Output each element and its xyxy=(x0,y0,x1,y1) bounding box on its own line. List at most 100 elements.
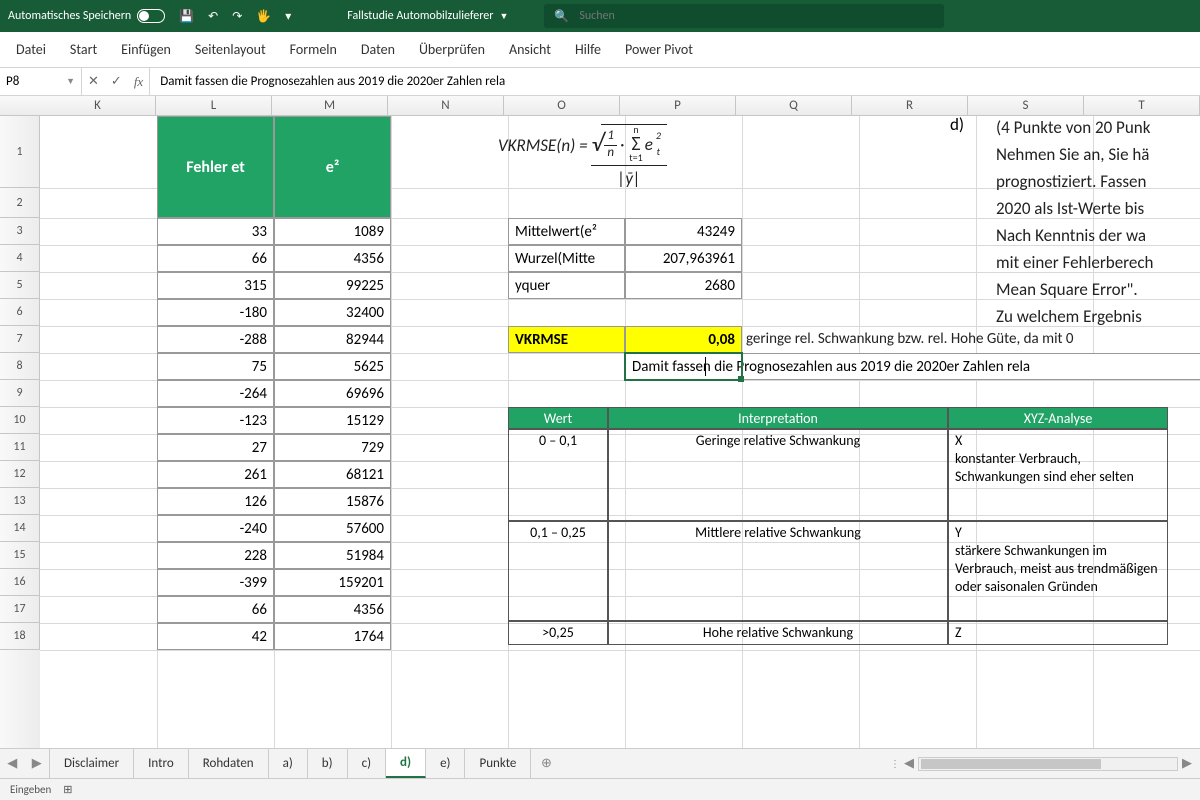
col-header-O[interactable]: O xyxy=(504,96,620,115)
redo-icon[interactable]: ↷ xyxy=(232,9,242,24)
cell-L5[interactable]: 315 xyxy=(157,272,274,299)
row-header-16[interactable]: 16 xyxy=(0,569,40,596)
ribbon-tab-ansicht[interactable]: Ansicht xyxy=(497,32,563,67)
row-header-6[interactable]: 6 xyxy=(0,299,40,326)
col-header-P[interactable]: P xyxy=(620,96,736,115)
scroll-left-icon[interactable]: ◀ xyxy=(904,756,914,771)
col-header-L[interactable]: L xyxy=(156,96,272,115)
row-header-10[interactable]: 10 xyxy=(0,407,40,434)
cell-L12[interactable]: 261 xyxy=(157,461,274,488)
row-header-5[interactable]: 5 xyxy=(0,272,40,299)
col-header-S[interactable]: S xyxy=(968,96,1084,115)
row-header-1[interactable]: 1 xyxy=(0,116,40,188)
sheet-tab-Punkte[interactable]: Punkte xyxy=(465,749,531,778)
ribbon-tab-überprüfen[interactable]: Überprüfen xyxy=(407,32,497,67)
undo-icon[interactable]: ↶ xyxy=(208,9,218,24)
ribbon-tab-hilfe[interactable]: Hilfe xyxy=(563,32,613,67)
sheet-tab-c[interactable]: c) xyxy=(348,749,386,778)
document-title[interactable]: Fallstudie Automobilzulieferer ▼ xyxy=(347,9,508,23)
row-header-3[interactable]: 3 xyxy=(0,218,40,245)
col-header-T[interactable]: T xyxy=(1084,96,1200,115)
row-header-14[interactable]: 14 xyxy=(0,515,40,542)
cell-M9[interactable]: 69696 xyxy=(274,380,391,407)
enter-icon[interactable]: ✓ xyxy=(111,74,122,89)
ribbon-tab-daten[interactable]: Daten xyxy=(349,32,407,67)
cell-M7[interactable]: 82944 xyxy=(274,326,391,353)
cell-L14[interactable]: -240 xyxy=(157,515,274,542)
cell-M6[interactable]: 32400 xyxy=(274,299,391,326)
cell-L18[interactable]: 42 xyxy=(157,623,274,650)
ribbon-tab-einfügen[interactable]: Einfügen xyxy=(109,32,183,67)
row-header-8[interactable]: 8 xyxy=(0,353,40,380)
add-sheet-button[interactable]: ⊕ xyxy=(531,756,561,771)
col-header-K[interactable]: K xyxy=(40,96,156,115)
accessibility-icon[interactable]: ⊞ xyxy=(63,783,72,796)
row-header-13[interactable]: 13 xyxy=(0,488,40,515)
calc-val-r5[interactable]: 2680 xyxy=(625,272,742,299)
horizontal-scrollbar[interactable] xyxy=(918,757,1178,771)
row-header-12[interactable]: 12 xyxy=(0,461,40,488)
row-header-17[interactable]: 17 xyxy=(0,596,40,623)
sheet-tab-Disclaimer[interactable]: Disclaimer xyxy=(50,749,134,778)
cell-L8[interactable]: 75 xyxy=(157,353,274,380)
sheet-tab-e[interactable]: e) xyxy=(426,749,465,778)
qat-dropdown-icon[interactable]: ▾ xyxy=(285,9,291,24)
spreadsheet-grid[interactable]: KLMNOPQRST 123456789101112131415161718 F… xyxy=(0,96,1200,748)
cell-M15[interactable]: 51984 xyxy=(274,542,391,569)
cancel-icon[interactable]: ✕ xyxy=(88,74,99,89)
editing-cell-P8[interactable]: Damit fassen die Prognosezahlen aus 2019… xyxy=(625,353,1200,380)
col-header-R[interactable]: R xyxy=(852,96,968,115)
sheet-tab-Intro[interactable]: Intro xyxy=(134,749,189,778)
formula-input-wrap[interactable] xyxy=(150,68,1200,95)
calc-label-r5[interactable]: yquer xyxy=(508,272,625,299)
doc-dropdown-icon[interactable]: ▼ xyxy=(499,11,508,22)
formula-input[interactable] xyxy=(158,73,1192,90)
col-header-Q[interactable]: Q xyxy=(736,96,852,115)
cell-L10[interactable]: -123 xyxy=(157,407,274,434)
cell-M16[interactable]: 159201 xyxy=(274,569,391,596)
row-header-15[interactable]: 15 xyxy=(0,542,40,569)
cell-M4[interactable]: 4356 xyxy=(274,245,391,272)
cell-L7[interactable]: -288 xyxy=(157,326,274,353)
cell-M5[interactable]: 99225 xyxy=(274,272,391,299)
cell-M3[interactable]: 1089 xyxy=(274,218,391,245)
sheet-tab-b[interactable]: b) xyxy=(308,749,348,778)
search-box[interactable]: 🔍 xyxy=(544,4,944,28)
tab-split-icon[interactable]: ⋮ xyxy=(890,757,900,770)
cell-L16[interactable]: -399 xyxy=(157,569,274,596)
row-header-7[interactable]: 7 xyxy=(0,326,40,353)
cell-M12[interactable]: 68121 xyxy=(274,461,391,488)
cell-M13[interactable]: 15876 xyxy=(274,488,391,515)
row-header-18[interactable]: 18 xyxy=(0,623,40,650)
cell-L4[interactable]: 66 xyxy=(157,245,274,272)
vkrmse-label[interactable]: VKRMSE xyxy=(508,326,625,353)
name-box[interactable]: P8 ▼ xyxy=(0,68,82,95)
ribbon-tab-power pivot[interactable]: Power Pivot xyxy=(613,32,705,67)
autosave-toggle[interactable]: Automatisches Speichern xyxy=(8,9,165,23)
calc-label-r3[interactable]: Mittelwert(e² xyxy=(508,218,625,245)
cell-M11[interactable]: 729 xyxy=(274,434,391,461)
vkrmse-value[interactable]: 0,08 xyxy=(625,326,742,353)
cell-L6[interactable]: -180 xyxy=(157,299,274,326)
cell-L17[interactable]: 66 xyxy=(157,596,274,623)
ribbon-tab-seitenlayout[interactable]: Seitenlayout xyxy=(183,32,278,67)
cell-M17[interactable]: 4356 xyxy=(274,596,391,623)
ribbon-tab-start[interactable]: Start xyxy=(58,32,109,67)
ribbon-tab-formeln[interactable]: Formeln xyxy=(278,32,349,67)
cell-L13[interactable]: 126 xyxy=(157,488,274,515)
sheet-tab-d[interactable]: d) xyxy=(386,749,426,778)
row-header-11[interactable]: 11 xyxy=(0,434,40,461)
sheet-tab-Rohdaten[interactable]: Rohdaten xyxy=(189,749,269,778)
cell-M14[interactable]: 57600 xyxy=(274,515,391,542)
calc-val-r4[interactable]: 207,963961 xyxy=(625,245,742,272)
calc-val-r3[interactable]: 43249 xyxy=(625,218,742,245)
calc-label-r4[interactable]: Wurzel(Mitte xyxy=(508,245,625,272)
toggle-switch-icon[interactable] xyxy=(137,9,165,23)
cell-M10[interactable]: 15129 xyxy=(274,407,391,434)
cell-L15[interactable]: 228 xyxy=(157,542,274,569)
scroll-right-icon[interactable]: ▶ xyxy=(1182,756,1192,771)
cell-L9[interactable]: -264 xyxy=(157,380,274,407)
row-header-2[interactable]: 2 xyxy=(0,188,40,218)
name-box-dropdown-icon[interactable]: ▼ xyxy=(66,76,75,87)
search-input[interactable] xyxy=(577,8,934,24)
